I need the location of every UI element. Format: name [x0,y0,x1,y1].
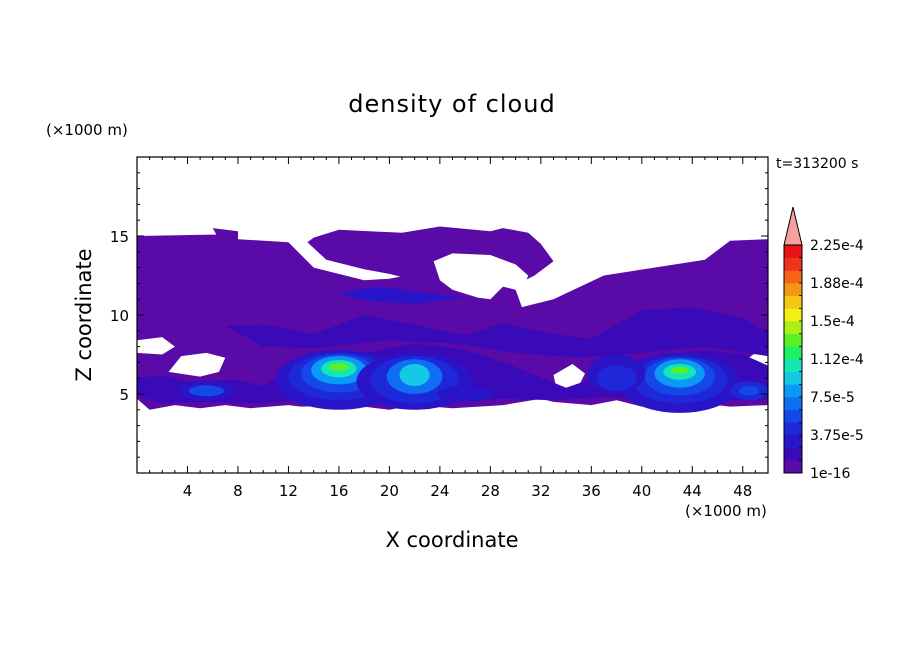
colorbar-swatch [784,257,802,271]
cell-core [399,363,430,387]
y-unit-label: (×1000 m) [46,121,128,139]
cell-contour [739,386,760,396]
colorbar-swatch [784,333,802,347]
clear-hole [137,337,175,355]
x-unit-label: (×1000 m) [685,502,767,520]
cell-contour [596,365,637,391]
colorbar-swatch [784,359,802,372]
colorbar-swatch [784,397,802,410]
x-tick-label: 8 [233,482,243,500]
x-tick-label: 12 [279,482,298,500]
cloud-upper-band [338,286,466,304]
x-tick-label: 40 [632,482,651,500]
x-tick-label: 44 [683,482,702,500]
cell-contour [188,385,225,397]
time-label: t=313200 s [776,156,858,172]
cloud-density-field [137,226,768,413]
x-tick-label: 20 [380,482,399,500]
cloud-mid-band [225,307,768,358]
y-tick-label: 5 [119,386,129,404]
colorbar-label: 2.25e-4 [810,238,864,254]
colorbar-swatch [784,371,802,385]
colorbar-extend-arrow [783,206,803,246]
x-ticks: 4 8 12 16 20 24 28 32 36 40 44 48 [149,157,756,500]
clear-hole [168,352,226,377]
colorbar-swatch [784,283,802,296]
colorbar-swatch [784,346,802,360]
y-axis-label: Z coordinate [72,248,96,381]
x-tick-label: 48 [733,482,752,500]
cell-core [670,366,689,374]
x-tick-label: 32 [531,482,550,500]
y-tick-label: 10 [110,307,129,325]
y-ticks: 5 10 15 [110,172,768,458]
x-tick-label: 36 [582,482,601,500]
colorbar [783,206,803,474]
colorbar-swatch [784,422,802,436]
clear-hole [433,253,529,300]
colorbar-label: 1.12e-4 [810,352,864,368]
colorbar-label: 1e-16 [810,466,850,482]
colorbar-swatch [784,435,802,448]
colorbar-swatch [784,308,802,322]
cell-core [328,363,349,372]
colorbar-swatch [784,245,802,258]
x-tick-label: 24 [430,482,449,500]
colorbar-labels: 1e-16 3.75e-5 7.5e-5 1.12e-4 1.5e-4 1.88e-4 2.… [810,238,864,482]
y-tick-label: 15 [110,228,129,246]
colorbar-swatch [784,321,802,334]
colorbar-swatch [784,270,802,284]
x-tick-label: 4 [183,482,193,500]
x-tick-label: 28 [481,482,500,500]
colorbar-swatch [784,384,802,398]
colorbar-swatch [784,460,802,474]
chart-title: density of cloud [348,90,555,118]
colorbar-label: 3.75e-5 [810,428,864,444]
colorbar-swatch [784,409,802,423]
x-tick-label: 16 [329,482,348,500]
colorbar-label: 7.5e-5 [810,390,855,406]
colorbar-label: 1.5e-4 [810,314,855,330]
colorbar-label: 1.88e-4 [810,276,864,292]
cell-contour [437,386,493,402]
x-axis-label: X coordinate [385,528,518,552]
colorbar-swatch [784,447,802,461]
colorbar-swatch [784,295,802,309]
